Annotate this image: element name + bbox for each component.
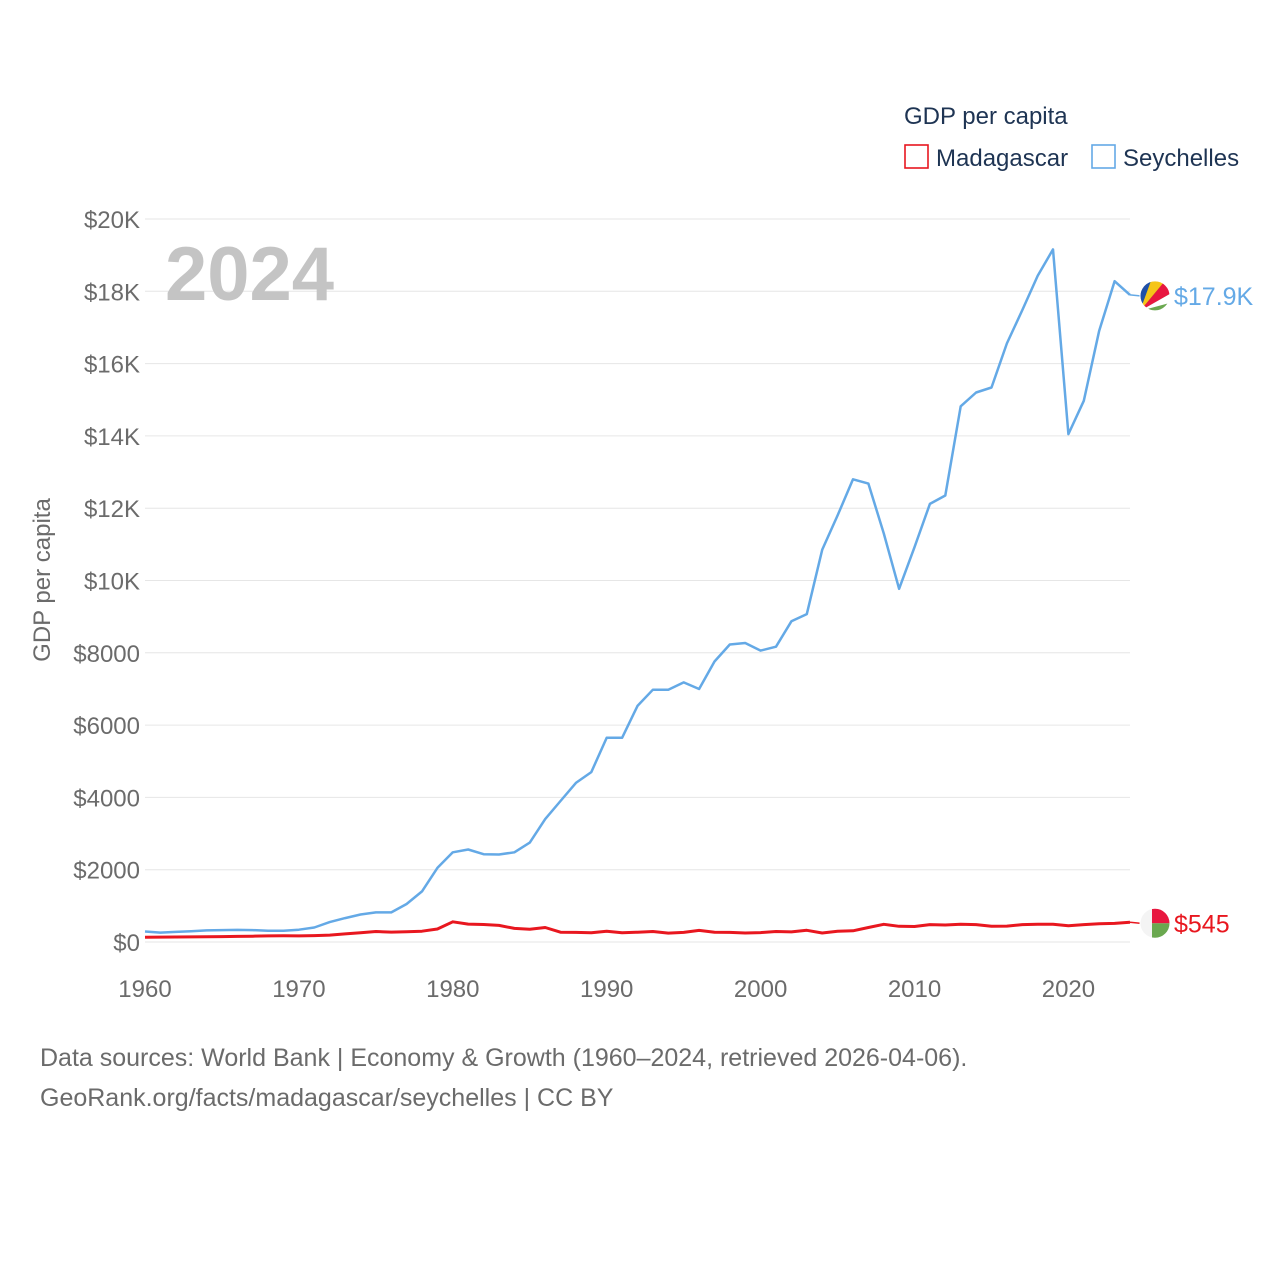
x-tick-label: 2020 [1042,976,1095,1003]
madagascar-flag-icon [1139,907,1171,939]
legend-label-madagascar: Madagascar [936,145,1068,172]
x-tick-label: 2000 [734,976,787,1003]
y-axis-title: GDP per capita [29,498,56,662]
end-labels: $545 $17.9K [1129,280,1254,939]
y-tick-label: $12K [84,496,140,523]
year-label: 2024 [165,232,334,317]
source-note: Data sources: World Bank | Economy & Gro… [40,1044,968,1072]
legend-label-seychelles: Seychelles [1123,145,1239,172]
y-tick-label: $18K [84,279,140,306]
y-tick-label: $0 [113,930,140,957]
end-value-label-seychelles: $17.9K [1174,283,1254,311]
series-lines [144,248,1131,939]
source-link[interactable]: GeoRank.org/facts/madagascar/seychelles … [40,1084,614,1112]
x-tick-label: 1970 [272,976,325,1003]
x-axis: 1960 1970 1980 1990 2000 2010 2020 [118,976,1095,1003]
grid-lines [145,218,1130,943]
y-axis: $0 $2000 $4000 $6000 $8000 $10K $12K $14K $16K $1… [73,207,140,957]
y-tick-label: $6000 [73,713,140,740]
y-tick-label: $16K [84,352,140,379]
end-value-label-madagascar: $545 [1174,910,1230,938]
y-tick-label: $10K [84,569,140,596]
line-chart: $0 $2000 $4000 $6000 $8000 $10K $12K $14K $16K $1… [29,103,1254,1003]
y-tick-label: $20K [84,207,140,234]
legend: GDP per capita Madagascar Seychelles [904,103,1239,172]
x-tick-label: 1980 [426,976,479,1003]
x-tick-label: 1960 [118,976,171,1003]
x-tick-label: 2010 [888,976,941,1003]
end-connector [1129,294,1141,297]
seychelles-flag-icon [1139,280,1171,312]
legend-swatch-seychelles [1091,144,1116,169]
y-tick-label: $2000 [73,858,140,885]
legend-title: GDP per capita [904,103,1068,130]
series-line-madagascar[interactable] [144,920,1131,939]
y-tick-label: $8000 [73,641,140,668]
legend-item-seychelles[interactable]: Seychelles [1091,144,1239,172]
legend-item-madagascar[interactable]: Madagascar [904,144,1068,172]
end-connector [1129,921,1141,925]
legend-swatch-madagascar [904,144,929,169]
x-tick-label: 1990 [580,976,633,1003]
y-tick-label: $14K [84,424,140,451]
y-tick-label: $4000 [73,785,140,812]
series-line-seychelles[interactable] [144,248,1131,934]
